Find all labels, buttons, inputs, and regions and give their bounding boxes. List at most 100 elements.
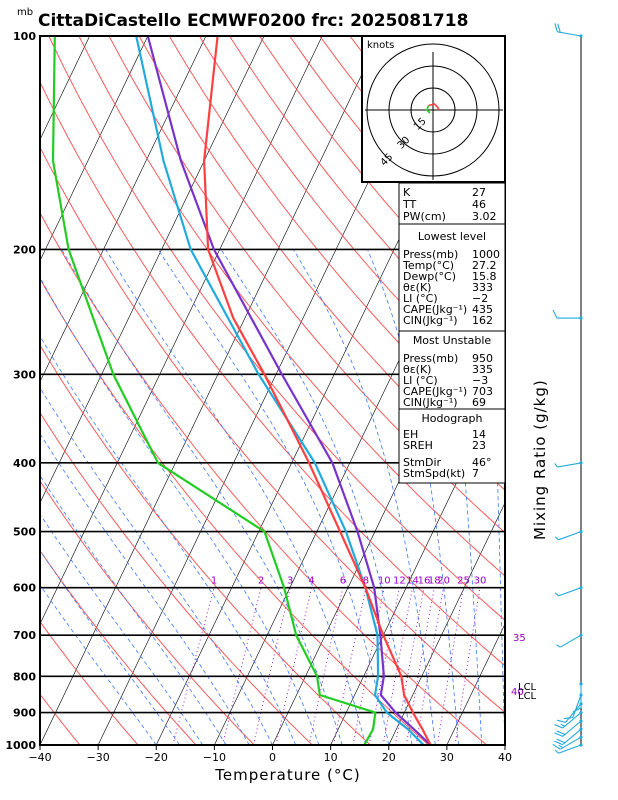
ll-thetae-label: θε(K)	[403, 281, 431, 294]
temperature-tick-label: −40	[28, 751, 51, 764]
mixing-ratio-line	[172, 587, 215, 745]
moist-adiabat-line	[105, 249, 366, 745]
mixing-ratio-axis-label: Mixing Ratio (g/kg)	[531, 379, 549, 540]
ll-cin-value: 162	[472, 314, 493, 327]
hodograph-header: Hodograph	[422, 412, 483, 425]
hodograph-trace-low	[426, 105, 431, 114]
dry-adiabat-line	[40, 81, 505, 667]
isotherm-line	[388, 502, 505, 745]
ll-temp-value: 27.2	[472, 259, 497, 272]
mu-cin-label: CIN(Jkg⁻¹)	[403, 396, 458, 409]
isotherm-line	[40, 36, 381, 745]
ll-li-label: LI (°C)	[403, 292, 438, 305]
chart-title: CittaDiCastello ECMWF0200 frc: 202508171…	[38, 11, 468, 31]
hodograph-trace-high	[428, 103, 440, 111]
wind-barb	[554, 23, 583, 38]
mu-li-value: −3	[472, 374, 488, 387]
moist-adiabat-line	[157, 249, 390, 745]
mixing-ratio-line	[308, 587, 344, 745]
pressure-tick-label: 1000	[5, 739, 36, 752]
side-label-35: 35	[513, 633, 526, 644]
stmdir-value: 46°	[472, 456, 492, 469]
eh-value: 14	[472, 428, 486, 441]
temperature-tick-label: −30	[87, 751, 110, 764]
indices-panel: K 27 TT 46 PW(cm) 3.02 Lowest level Pres…	[398, 182, 506, 484]
lcl-label-2: LCL	[518, 691, 537, 702]
side-label-40: 40	[511, 687, 524, 698]
pressure-tick-label: 200	[13, 243, 36, 256]
lcl-label: LCL	[518, 682, 537, 693]
most-unstable-header: Most Unstable	[413, 334, 492, 347]
isotherm-line	[40, 36, 265, 504]
ll-press-label: Press(mb)	[403, 248, 458, 261]
stmspd-value: 7	[472, 467, 479, 480]
mixing-ratio-line	[405, 587, 435, 745]
mixing-ratio-label: 6	[340, 576, 346, 587]
hodograph-rings	[365, 43, 503, 180]
stmspd-label: StmSpd(kt)	[403, 467, 465, 480]
ll-cape-label: CAPE(Jkg⁻¹)	[403, 303, 467, 316]
mu-press-label: Press(mb)	[403, 352, 458, 365]
eh-label: EH	[403, 428, 418, 441]
pressure-tick-label: 600	[13, 582, 36, 595]
pressure-tick-label: 100	[13, 30, 36, 43]
mu-thetae-value: 335	[472, 363, 493, 376]
wind-barb	[554, 586, 583, 597]
moist-adiabat-line	[40, 276, 320, 745]
mixing-ratio-label: 4	[308, 576, 314, 587]
wind-barb	[554, 710, 583, 729]
moist-adiabat-line	[367, 249, 459, 745]
ll-dewp-value: 15.8	[472, 270, 497, 283]
mixing-ratio-label: 3	[287, 576, 293, 587]
mixing-ratio-label: 10	[378, 576, 391, 587]
temperature-tick-label: 10	[324, 751, 338, 764]
mixing-ratio-label: 1	[211, 576, 217, 587]
wind-barb	[572, 682, 583, 713]
sounding-profiles	[51, 36, 432, 745]
mu-cin-value: 69	[472, 396, 486, 409]
indices-frame	[398, 182, 506, 484]
isotherm-line	[563, 36, 618, 745]
ll-cape-value: 435	[472, 303, 493, 316]
ll-dewp-label: Dewp(°C)	[403, 270, 456, 283]
isotherm-line	[40, 36, 207, 383]
temperature-tick-label: −10	[203, 751, 226, 764]
k-value: 27	[472, 186, 486, 199]
dry-adiabat-line	[40, 620, 139, 745]
tt-label: TT	[402, 198, 417, 211]
dry-adiabat-line	[40, 480, 255, 745]
pressure-tick-label: 400	[13, 457, 36, 470]
mu-li-label: LI (°C)	[403, 374, 438, 387]
mixing-ratio-line	[252, 587, 291, 745]
mixing-ratio-label: 14	[406, 576, 419, 587]
pressure-axis-ticks: 100 200 300 400 500 600 700 800 900 1000	[5, 30, 36, 752]
dry-adiabat-line	[138, 36, 505, 491]
temperature-tick-label: 30	[440, 751, 454, 764]
mixing-ratio-line	[275, 587, 313, 745]
mixing-ratio-label: 2	[258, 576, 264, 587]
mixing-ratio-line	[333, 587, 367, 745]
lowest-level-header: Lowest level	[418, 230, 486, 243]
dry-adiabat-line	[40, 344, 371, 745]
wind-barb	[554, 461, 583, 468]
wind-barb	[554, 719, 583, 737]
wind-barb	[552, 309, 583, 320]
wind-barb	[556, 633, 583, 648]
pressure-tick-label: 700	[13, 629, 36, 642]
pressure-unit-label: mb	[17, 7, 33, 18]
wind-barb	[563, 693, 583, 720]
mu-cape-label: CAPE(Jkg⁻¹)	[403, 385, 467, 398]
wind-barb	[554, 529, 583, 541]
sreh-value: 23	[472, 439, 486, 452]
temperature-tick-label: −20	[145, 751, 168, 764]
isotherm-line	[446, 623, 505, 745]
temperature-profile	[203, 36, 432, 745]
mixing-ratio-label: 30	[474, 576, 487, 587]
dry-adiabat-line	[108, 36, 505, 534]
pw-label: PW(cm)	[403, 210, 446, 223]
tt-value: 46	[472, 198, 486, 211]
x-axis-label: Temperature (°C)	[214, 766, 360, 784]
ll-press-value: 1000	[472, 248, 500, 261]
mixing-ratio-label: 16	[418, 576, 431, 587]
moist-adiabat-line	[40, 335, 297, 745]
